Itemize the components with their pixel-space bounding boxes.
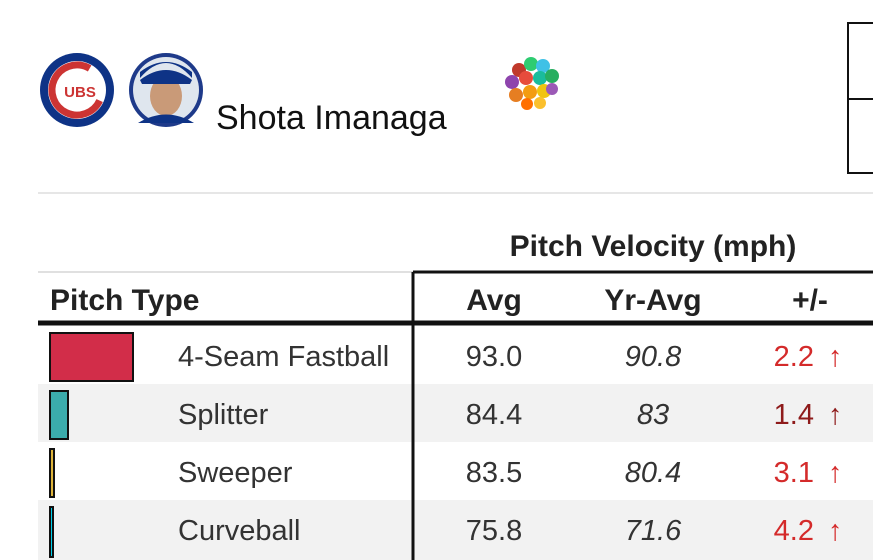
color-icon xyxy=(505,57,559,110)
diff: 1.4 xyxy=(774,399,814,431)
pitch-name: Sweeper xyxy=(178,457,293,489)
row-bg xyxy=(38,384,873,442)
diff: 2.2 xyxy=(774,341,814,373)
team-logo: UBS xyxy=(40,53,114,127)
pitch-name: Curveball xyxy=(178,515,301,547)
usage-bar xyxy=(49,448,55,498)
yr-avg: 90.8 xyxy=(625,341,681,373)
diff-arrow: ↑ xyxy=(828,515,843,547)
avg: 84.4 xyxy=(466,399,522,431)
avg: 83.5 xyxy=(466,457,522,489)
diff: 3.1 xyxy=(774,457,814,489)
avg: 93.0 xyxy=(466,341,522,373)
column-header: Pitch Type xyxy=(50,284,199,317)
yr-avg: 83 xyxy=(637,399,669,431)
yr-avg: 80.4 xyxy=(625,457,681,489)
diff-arrow: ↑ xyxy=(828,341,843,373)
usage-bar xyxy=(49,332,134,382)
player-name: Shota Imanaga xyxy=(216,99,447,137)
diff-arrow: ↑ xyxy=(828,457,843,489)
row-bg xyxy=(38,500,873,560)
pitch-name: 4-Seam Fastball xyxy=(178,341,389,373)
usage-bar xyxy=(49,506,54,558)
side-box xyxy=(847,22,873,174)
diff-arrow: ↑ xyxy=(828,399,843,431)
pitch-name: Splitter xyxy=(178,399,269,431)
usage-bar xyxy=(49,390,69,440)
column-header: +/- xyxy=(792,284,828,317)
diff: 4.2 xyxy=(774,515,814,547)
logo-text: UBS xyxy=(64,84,96,101)
table-body: 4-Seam Fastball 93.0 90.8 2.2 ↑ Splitter 84.4 8… xyxy=(178,341,843,547)
column-header: Avg xyxy=(466,284,522,317)
column-header: Yr-Avg xyxy=(604,284,701,317)
group-header: Pitch Velocity (mph) xyxy=(510,230,797,263)
avg: 75.8 xyxy=(466,515,522,547)
yr-avg: 71.6 xyxy=(625,515,682,547)
player-photo xyxy=(129,53,203,127)
